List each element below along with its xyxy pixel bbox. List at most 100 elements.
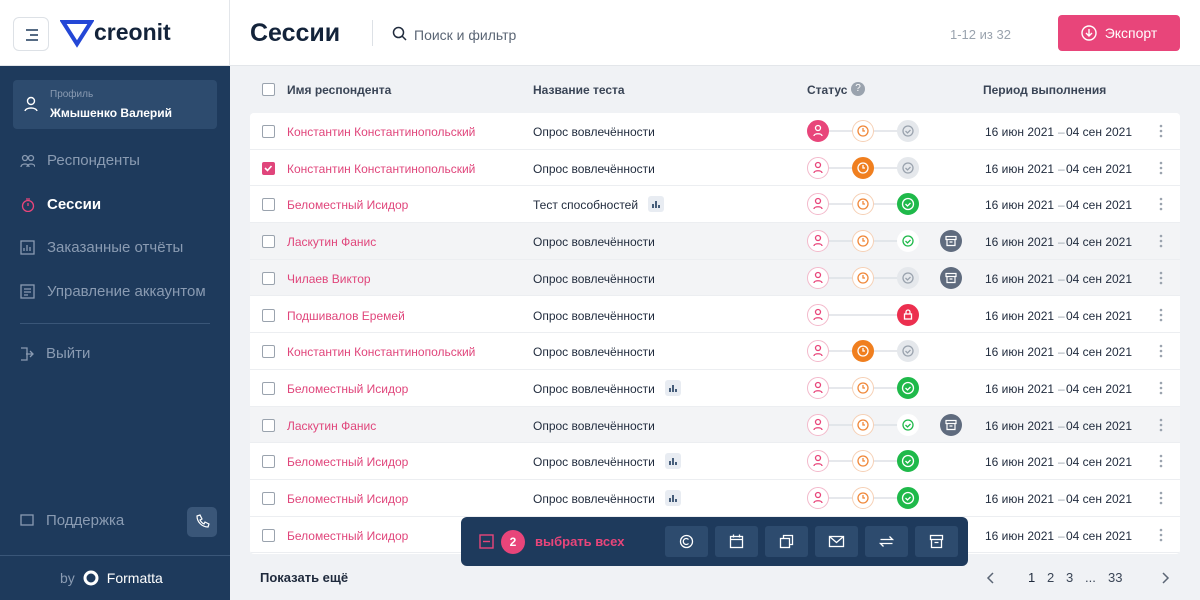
report-icon[interactable] [665, 490, 681, 506]
row-checkbox[interactable] [262, 528, 275, 542]
next-page[interactable] [1160, 572, 1170, 584]
deselect[interactable] [479, 534, 494, 549]
logo-mark [60, 20, 94, 48]
row-checkbox[interactable] [262, 345, 275, 359]
prev-page[interactable] [986, 572, 996, 584]
period-end: 04 сен 2021 [1066, 492, 1133, 506]
row-checkbox[interactable] [262, 492, 275, 505]
test-name: Опрос вовлечённости [533, 308, 655, 323]
archive-icon[interactable] [940, 266, 962, 289]
profile-label: Профиль [50, 89, 94, 100]
respondent-name[interactable]: Ласкутин Фанис [287, 418, 377, 433]
status-check-done [897, 450, 919, 473]
row-menu[interactable] [1155, 527, 1167, 543]
bulk-action[interactable] [765, 526, 808, 557]
export-button[interactable]: Экспорт [1058, 15, 1180, 51]
pagination: 1 2 3... 33 [980, 570, 1180, 586]
bulk-action[interactable] [815, 526, 858, 557]
profile-card[interactable]: Профиль Жмышенко Валерий [13, 80, 217, 129]
page-number[interactable]: 2 [1047, 570, 1055, 585]
period-start: 16 июн 2021 [985, 235, 1055, 250]
status-person [807, 266, 829, 289]
row-menu[interactable] [1155, 233, 1167, 249]
respondent-name[interactable]: Константин Константинопольский [287, 161, 476, 176]
menu-toggle[interactable] [13, 17, 49, 51]
status-check [897, 340, 919, 363]
period-dash: – [1058, 418, 1065, 433]
respondent-name[interactable]: Беломестный Исидор [287, 198, 409, 213]
respondent-name[interactable]: Подшивалов Еремей [287, 308, 405, 323]
status-check [897, 156, 919, 179]
row-checkbox[interactable] [262, 125, 275, 138]
support[interactable]: Поддержка [20, 512, 124, 529]
support-label: Поддержка [46, 512, 125, 529]
respondent-name[interactable]: Беломестный Исидор [287, 528, 409, 543]
status-lock [897, 303, 919, 326]
table-row: Ласкутин Фанис Опрос вовлечённости 16 июн … [250, 223, 1180, 260]
nav-item[interactable]: Респонденты [20, 152, 140, 169]
report-icon[interactable] [648, 196, 664, 213]
respondent-name[interactable]: Беломестный Исидор [287, 381, 409, 396]
page-number[interactable]: 33 [1108, 570, 1123, 585]
page-number[interactable]: 1 [1028, 570, 1036, 585]
row-checkbox[interactable] [262, 418, 275, 432]
row-menu[interactable] [1155, 270, 1167, 286]
select-all-checkbox[interactable] [262, 83, 275, 96]
row-checkbox[interactable] [262, 235, 275, 249]
status-check-light [897, 230, 919, 253]
status-check-done [897, 376, 919, 399]
bulk-action[interactable] [865, 526, 908, 557]
period-start: 16 июн 2021 [985, 528, 1055, 543]
respondent-name[interactable]: Ласкутин Фанис [287, 235, 377, 250]
row-menu[interactable] [1155, 307, 1167, 323]
row-checkbox[interactable] [262, 381, 275, 395]
respondent-name[interactable]: Беломестный Исидор [287, 492, 409, 506]
search-input[interactable]: Поиск и фильтр [414, 27, 517, 43]
nav-item[interactable]: Сессии [20, 196, 101, 213]
respondent-name[interactable]: Константин Константинопольский [287, 345, 476, 360]
row-checkbox[interactable] [262, 308, 275, 322]
logout[interactable]: Выйти [20, 345, 90, 362]
row-menu[interactable] [1155, 196, 1167, 212]
status-clock [852, 120, 874, 142]
test-name: Тест способностей [533, 198, 639, 213]
report-icon[interactable] [665, 379, 681, 396]
status-person [807, 193, 829, 216]
bulk-action[interactable] [915, 526, 958, 557]
phone-button[interactable] [187, 507, 217, 537]
status-person [807, 156, 829, 179]
nav-icon [20, 283, 35, 299]
nav-item[interactable]: Заказанные отчёты [20, 239, 183, 256]
bulk-action[interactable] [715, 526, 758, 557]
select-all[interactable]: выбрать всех [535, 534, 625, 549]
row-checkbox[interactable] [262, 161, 275, 175]
row-menu[interactable] [1155, 380, 1167, 396]
page-number[interactable]: ... [1085, 570, 1096, 585]
row-menu[interactable] [1155, 123, 1167, 139]
row-menu[interactable] [1155, 343, 1167, 359]
status-person [807, 376, 829, 399]
nav-label: Управление аккаунтом [47, 282, 206, 300]
row-menu[interactable] [1155, 417, 1167, 433]
table-row: Константин Константинопольский Опрос вовл… [250, 333, 1180, 370]
row-checkbox[interactable] [262, 271, 275, 285]
archive-icon[interactable] [940, 230, 962, 253]
nav-icon [20, 154, 35, 168]
table-row: Чилаев Виктор Опрос вовлечённости 16 июн 2… [250, 259, 1180, 297]
sidebar: Профиль Жмышенко Валерий Респонденты Сесс… [0, 66, 230, 600]
bulk-action[interactable] [665, 526, 708, 557]
archive-icon[interactable] [940, 413, 962, 436]
respondent-name[interactable]: Константин Константинопольский [287, 125, 476, 139]
row-menu[interactable] [1155, 490, 1167, 506]
row-checkbox[interactable] [262, 198, 275, 212]
period-dash: – [1058, 345, 1065, 360]
show-more[interactable]: Показать ещё [260, 570, 349, 585]
row-menu[interactable] [1155, 453, 1167, 469]
row-menu[interactable] [1155, 160, 1167, 176]
respondent-name[interactable]: Чилаев Виктор [287, 271, 371, 286]
respondent-name[interactable]: Беломестный Исидор [287, 455, 409, 470]
nav-item[interactable]: Управление аккаунтом [20, 283, 206, 300]
report-icon[interactable] [665, 453, 681, 470]
page-number[interactable]: 3 [1066, 570, 1074, 585]
row-checkbox[interactable] [262, 455, 275, 469]
